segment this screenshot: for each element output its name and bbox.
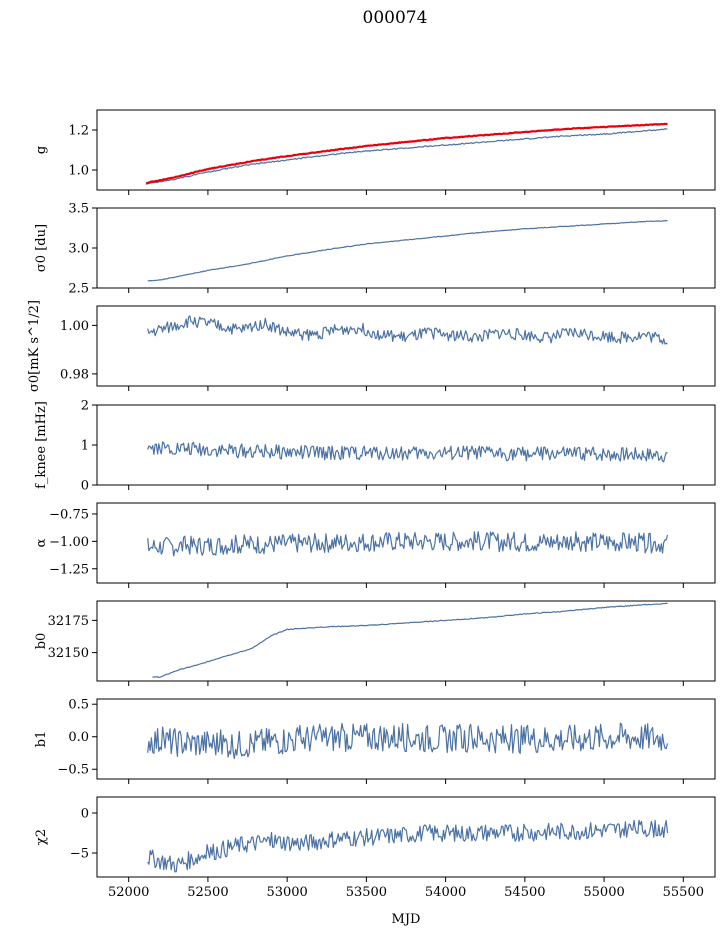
x-axis-label: MJD (392, 912, 421, 927)
y-tick-label: 0.5 (68, 698, 89, 713)
y-tick-label: −0.75 (49, 507, 89, 522)
y-tick-label: 1.2 (68, 124, 89, 139)
chart-panel-2: 2.5 3.0 3.5 σ0 [du] (34, 202, 716, 297)
y-tick-label: 0 (81, 807, 89, 822)
figure-title: 000074 (363, 8, 428, 28)
chart-panel-5: −1.25 −1.00 −0.75 α (34, 502, 716, 588)
y-tick-label: 0 (81, 479, 89, 494)
x-tick-label: 55000 (583, 885, 624, 900)
series-line-2-1 (147, 219, 668, 282)
x-tick-label: 53500 (346, 885, 387, 900)
y-axis-label: b0 (34, 633, 49, 650)
x-tick-label: 54500 (504, 885, 545, 900)
chart-panel-6: 32150 32175 b0 (34, 600, 716, 686)
series-line-6-1 (152, 602, 668, 679)
y-tick-label: 3.5 (68, 202, 89, 217)
chart-panel-7: −0.5 0.0 0.5 b1 (34, 698, 716, 784)
plot-frame (96, 502, 716, 584)
chart-panel-1: 1.0 1.2 g (34, 109, 716, 195)
y-tick-label: −1.25 (49, 562, 89, 577)
x-tick-label: 54000 (425, 885, 466, 900)
series-line-3-1 (147, 315, 668, 345)
y-tick-label: 1.00 (60, 319, 89, 334)
panels: 1.0 1.2 g 2.5 3.0 3.5 σ0 [du] 0.98 1.00 σ0[mK s^1… (27, 109, 716, 900)
x-tick-label: 52000 (108, 885, 149, 900)
plot-frame (96, 698, 716, 780)
x-tick-label: 55500 (663, 885, 704, 900)
plot-frame (96, 207, 716, 289)
y-axis-label: b1 (34, 731, 49, 748)
chart-panel-4: 0 1 2 f_knee [mHz] (34, 399, 716, 494)
series-line-7-1 (147, 722, 669, 760)
series-line-4-1 (147, 441, 668, 463)
y-tick-label: 2.5 (68, 282, 89, 297)
plot-frame (96, 796, 716, 878)
plot-frame (96, 305, 716, 387)
y-axis-label: g (34, 146, 49, 154)
y-tick-label: −5 (70, 847, 89, 862)
y-axis-label: χ2 (34, 829, 49, 845)
plot-frame (96, 109, 716, 191)
y-axis-label: f_knee [mHz] (34, 401, 49, 489)
y-tick-label: 32175 (48, 614, 89, 629)
x-tick-label: 52500 (187, 885, 228, 900)
y-tick-label: 32150 (48, 646, 89, 661)
y-tick-label: 3.0 (68, 242, 89, 257)
y-tick-label: 1.0 (68, 164, 89, 179)
series-line-1-2 (146, 122, 668, 185)
y-tick-label: 2 (81, 399, 89, 414)
y-axis-label: α (34, 538, 49, 547)
y-axis-label: σ0[mK s^1/2] (27, 300, 42, 392)
series-line-5-1 (147, 531, 669, 557)
y-tick-label: 0.98 (60, 367, 89, 382)
plot-frame (96, 404, 716, 486)
y-tick-label: −0.5 (57, 763, 89, 778)
series-line-1-1 (145, 128, 668, 185)
y-tick-label: −1.00 (49, 535, 89, 550)
y-tick-label: 0.0 (68, 730, 89, 745)
series-line-8-1 (147, 819, 669, 873)
chart-panel-8: −5 0 52000 52500 53000 53500 54000 54500 55000 55… (34, 796, 716, 900)
chart-panel-3: 0.98 1.00 σ0[mK s^1/2] (27, 300, 716, 392)
y-axis-label: σ0 [du] (34, 224, 49, 272)
plot-frame (96, 600, 716, 682)
y-tick-label: 1 (81, 439, 89, 454)
x-tick-label: 53000 (266, 885, 307, 900)
